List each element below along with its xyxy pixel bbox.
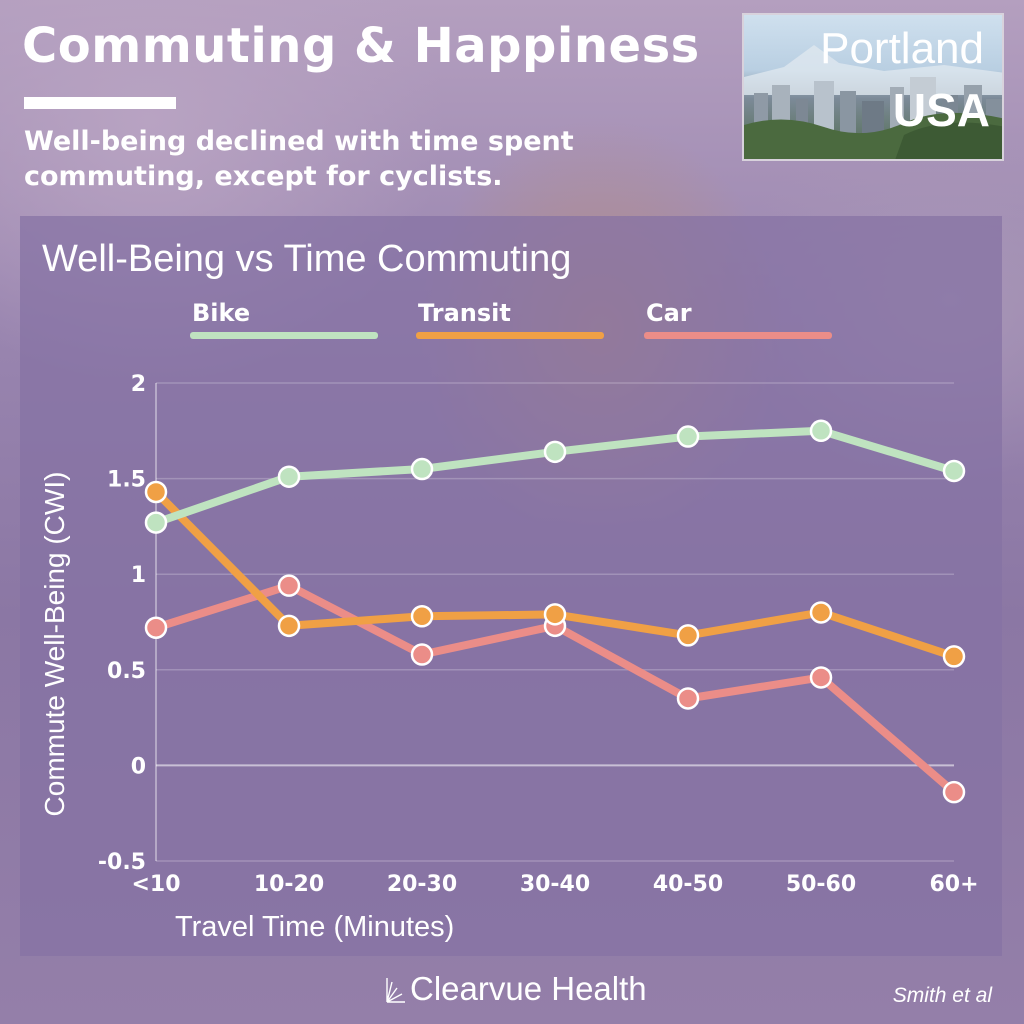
data-point-bike — [942, 459, 966, 483]
brand-logo: Clearvue Health — [386, 970, 647, 1008]
data-point-transit — [809, 601, 833, 624]
y-tick-label: 0.5 — [107, 659, 146, 684]
x-tick-label: 10-20 — [254, 872, 324, 897]
data-point-bike — [809, 419, 833, 443]
data-point-car — [410, 643, 434, 666]
country-label: USA — [892, 84, 990, 136]
city-skyline-illustration — [744, 45, 1002, 159]
legend-label: Car — [646, 299, 692, 327]
y-tick-label: 1.5 — [107, 468, 146, 493]
x-tick-label: 30-40 — [520, 872, 590, 897]
city-photo: Portland USA — [742, 13, 1004, 161]
x-tick-label: 60+ — [929, 872, 978, 897]
data-point-car — [144, 616, 168, 639]
data-point-bike — [277, 465, 301, 488]
data-point-transit — [676, 624, 700, 647]
y-tick-label: 0 — [131, 754, 146, 779]
chart-title: Well-Being vs Time Commuting — [42, 238, 571, 280]
legend-swatch — [190, 332, 378, 339]
x-axis: <10 10-20 20-30 30-40 40-50 50-60 60+ — [131, 872, 978, 897]
y-axis-label: Commute Well-Being (CWI) — [39, 472, 70, 817]
data-point-transit — [942, 645, 966, 668]
x-tick-label: 20-30 — [387, 872, 457, 897]
x-tick-label: 40-50 — [653, 872, 723, 897]
data-point-bike — [676, 425, 700, 448]
x-tick-label: 50-60 — [786, 872, 856, 897]
data-point-transit — [543, 603, 567, 626]
title-underline — [24, 97, 176, 109]
source-credit: Smith et al — [892, 984, 992, 1007]
data-point-transit — [410, 605, 434, 628]
x-axis-label: Travel Time (Minutes) — [175, 911, 454, 943]
data-point-car — [277, 574, 301, 597]
data-point-transit — [144, 480, 168, 504]
chart-panel: Well-Being vs Time Commuting Bike Transit… — [20, 216, 1002, 956]
city-label: Portland — [820, 24, 984, 73]
page-subtitle: Well-being declined with time spent comm… — [24, 126, 574, 193]
y-tick-label: -0.5 — [98, 850, 146, 875]
data-point-car — [676, 687, 700, 710]
legend-swatch — [416, 332, 604, 339]
y-tick-label: 2 — [131, 372, 146, 397]
chart-legend: Bike Transit Car — [190, 299, 832, 339]
page-title: Commuting & Happiness — [22, 18, 700, 74]
y-tick-label: 1 — [131, 563, 146, 588]
legend-swatch — [644, 332, 832, 339]
data-point-car — [942, 780, 966, 804]
data-point-car — [809, 666, 833, 689]
legend-label: Transit — [418, 299, 511, 327]
data-point-bike — [543, 440, 567, 464]
x-tick-label: <10 — [131, 872, 180, 897]
brand-name: Clearvue Health — [410, 970, 647, 1007]
data-point-bike — [144, 511, 168, 534]
data-point-transit — [277, 614, 301, 638]
data-point-bike — [410, 457, 434, 481]
brand-mark-icon — [386, 978, 405, 1003]
legend-label: Bike — [192, 299, 250, 327]
series-points — [144, 419, 966, 804]
line-chart: Well-Being vs Time Commuting Bike Transit… — [39, 238, 979, 943]
